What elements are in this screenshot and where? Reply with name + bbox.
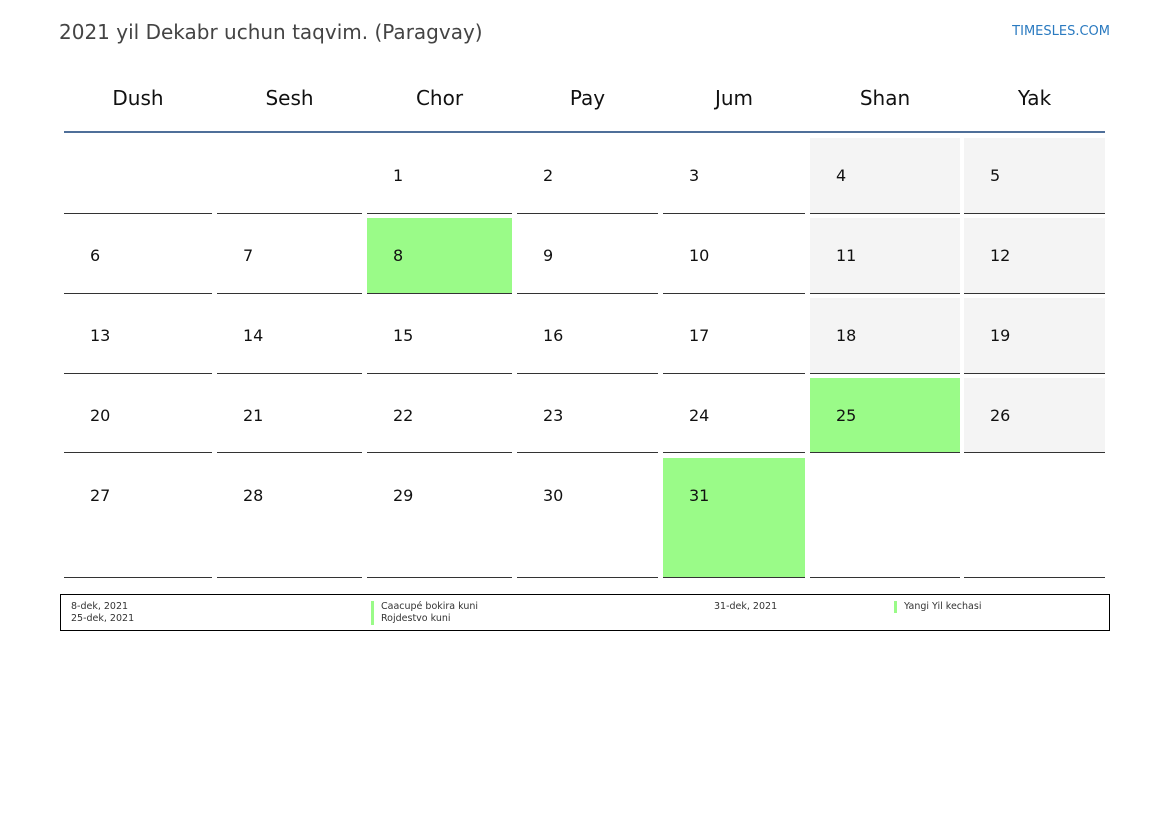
- day-cell[interactable]: 3: [663, 138, 805, 214]
- empty-cell: [964, 458, 1105, 578]
- day-cell[interactable]: 21: [217, 378, 362, 453]
- empty-cell: [64, 138, 212, 214]
- day-number: 29: [393, 486, 414, 505]
- day-number: 25: [836, 406, 857, 425]
- weekday-header: Chor: [415, 86, 464, 110]
- day-number: 23: [543, 406, 564, 425]
- day-cell[interactable]: 24: [663, 378, 805, 453]
- day-cell[interactable]: 16: [517, 298, 658, 374]
- day-cell[interactable]: 13: [64, 298, 212, 374]
- legend-holiday-name: Yangi Yil kechasi: [894, 601, 981, 613]
- day-number: 22: [393, 406, 414, 425]
- day-cell[interactable]: 31: [663, 458, 805, 578]
- day-cell[interactable]: 29: [367, 458, 512, 578]
- legend-date: 25-dek, 2021: [71, 613, 135, 624]
- day-number: 14: [243, 326, 264, 345]
- day-cell[interactable]: 18: [810, 298, 960, 374]
- day-cell[interactable]: 20: [64, 378, 212, 453]
- empty-cell: [810, 458, 960, 578]
- empty-cell: [217, 138, 362, 214]
- legend-date: 8-dek, 2021: [71, 601, 129, 612]
- day-cell[interactable]: 27: [64, 458, 212, 578]
- holiday-legend: 8-dek, 2021 Caacupé bokira kuni 25-dek, …: [60, 594, 1110, 631]
- legend-holiday-name: Caacupé bokira kuni: [371, 601, 478, 613]
- day-number: 5: [990, 166, 1001, 185]
- day-number: 20: [90, 406, 111, 425]
- day-number: 3: [689, 166, 700, 185]
- weekday-header: Shan: [859, 86, 911, 110]
- day-cell[interactable]: 5: [964, 138, 1105, 214]
- day-cell[interactable]: 12: [964, 218, 1105, 294]
- day-number: 18: [836, 326, 857, 345]
- day-cell[interactable]: 7: [217, 218, 362, 294]
- weekday-header: Yak: [1017, 86, 1052, 110]
- day-number: 1: [393, 166, 404, 185]
- day-cell[interactable]: 28: [217, 458, 362, 578]
- day-number: 4: [836, 166, 847, 185]
- day-number: 24: [689, 406, 710, 425]
- day-number: 26: [990, 406, 1011, 425]
- day-number: 2: [543, 166, 554, 185]
- weekday-header: Pay: [569, 86, 606, 110]
- day-number: 16: [543, 326, 564, 345]
- day-number: 12: [990, 246, 1011, 265]
- day-number: 28: [243, 486, 264, 505]
- day-cell[interactable]: 25: [810, 378, 960, 453]
- day-number: 11: [836, 246, 857, 265]
- day-number: 31: [689, 486, 710, 505]
- day-number: 30: [543, 486, 564, 505]
- day-cell[interactable]: 26: [964, 378, 1105, 453]
- day-number: 7: [243, 246, 254, 265]
- day-cell[interactable]: 1: [367, 138, 512, 214]
- day-cell[interactable]: 30: [517, 458, 658, 578]
- weekday-header: Dush: [112, 86, 164, 110]
- day-number: 6: [90, 246, 101, 265]
- day-cell[interactable]: 22: [367, 378, 512, 453]
- day-number: 10: [689, 246, 710, 265]
- weekday-header: Jum: [714, 86, 754, 110]
- day-cell[interactable]: 2: [517, 138, 658, 214]
- page-title: 2021 yil Dekabr uchun taqvim. (Paragvay): [59, 20, 483, 44]
- day-cell[interactable]: 10: [663, 218, 805, 294]
- brand-link[interactable]: TIMESLES.COM: [1012, 24, 1110, 39]
- day-cell[interactable]: 14: [217, 298, 362, 374]
- day-cell[interactable]: 4: [810, 138, 960, 214]
- header-divider: [64, 131, 1105, 133]
- legend-date: 31-dek, 2021: [714, 601, 778, 612]
- day-number: 8: [393, 246, 404, 265]
- day-cell[interactable]: 23: [517, 378, 658, 453]
- day-cell[interactable]: 15: [367, 298, 512, 374]
- weekday-header: Sesh: [265, 86, 314, 110]
- day-number: 19: [990, 326, 1011, 345]
- day-number: 17: [689, 326, 710, 345]
- day-number: 13: [90, 326, 111, 345]
- day-number: 9: [543, 246, 554, 265]
- day-cell[interactable]: 11: [810, 218, 960, 294]
- day-number: 15: [393, 326, 414, 345]
- day-cell[interactable]: 6: [64, 218, 212, 294]
- legend-holiday-name: Rojdestvo kuni: [371, 613, 451, 625]
- day-cell[interactable]: 17: [663, 298, 805, 374]
- day-cell[interactable]: 9: [517, 218, 658, 294]
- day-cell[interactable]: 19: [964, 298, 1105, 374]
- day-number: 27: [90, 486, 111, 505]
- day-number: 21: [243, 406, 264, 425]
- day-cell[interactable]: 8: [367, 218, 512, 294]
